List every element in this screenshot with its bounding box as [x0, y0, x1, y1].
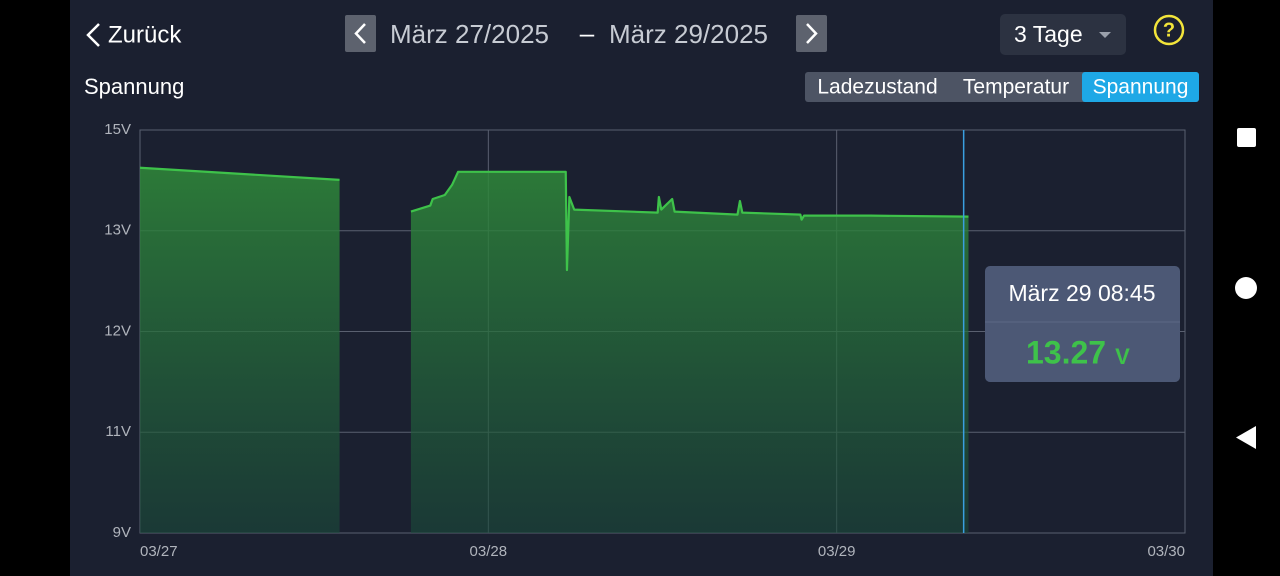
back-label: Zurück: [108, 21, 182, 48]
dropdown-caret: [1099, 32, 1111, 38]
area: [140, 167, 969, 533]
tooltip-box: [985, 266, 1180, 382]
next-bg: [796, 15, 827, 52]
y-tick-label: 11V: [105, 423, 131, 440]
tab-label: Spannung: [1093, 76, 1189, 99]
tooltip-value: 13.27: [1026, 334, 1106, 370]
nav-recents[interactable]: [1237, 128, 1256, 147]
back-icon: [86, 23, 100, 47]
help-circle: [1153, 14, 1185, 46]
tab[interactable]: Spannung: [1082, 72, 1199, 102]
prev-button[interactable]: [345, 15, 376, 52]
tab[interactable]: Temperatur: [963, 76, 1069, 99]
nav-back[interactable]: [1236, 426, 1256, 449]
x-tick-label: 03/30: [1147, 543, 1185, 560]
tab-selected-bg: [1082, 72, 1199, 102]
y-tick-label: 13V: [104, 222, 131, 239]
dropdown-bg: [1000, 14, 1126, 55]
nav-home[interactable]: [1235, 277, 1257, 299]
x-tick-label: 03/28: [470, 543, 508, 560]
tab-label: Temperatur: [963, 76, 1069, 99]
prev-bg: [345, 15, 376, 52]
chart-title: Spannung: [84, 74, 184, 99]
date-dash: –: [580, 18, 595, 48]
next-button[interactable]: [796, 15, 827, 52]
help-label: ?: [1163, 19, 1175, 41]
date-to: März 29/2025: [609, 19, 768, 49]
date-from: März 27/2025: [390, 19, 549, 49]
back-button[interactable]: Zurück: [86, 21, 182, 48]
tab-label: Ladezustand: [817, 76, 937, 99]
tooltip-title: März 29 08:45: [1008, 280, 1155, 306]
help-button[interactable]: ?: [1153, 14, 1185, 46]
next-icon: [806, 23, 818, 44]
y-tick-label: 15V: [104, 121, 131, 138]
prev-icon: [354, 23, 366, 44]
y-tick-label: 12V: [104, 322, 131, 339]
x-tick-label: 03/27: [140, 543, 178, 560]
x-tick-label: 03/29: [818, 543, 856, 560]
y-tick-label: 9V: [113, 524, 131, 541]
tab[interactable]: Ladezustand: [817, 76, 937, 99]
dropdown-label: 3 Tage: [1014, 21, 1083, 47]
range-dropdown[interactable]: 3 Tage: [1000, 14, 1126, 55]
line: [139, 166, 969, 272]
tooltip-unit: V: [1115, 344, 1130, 369]
